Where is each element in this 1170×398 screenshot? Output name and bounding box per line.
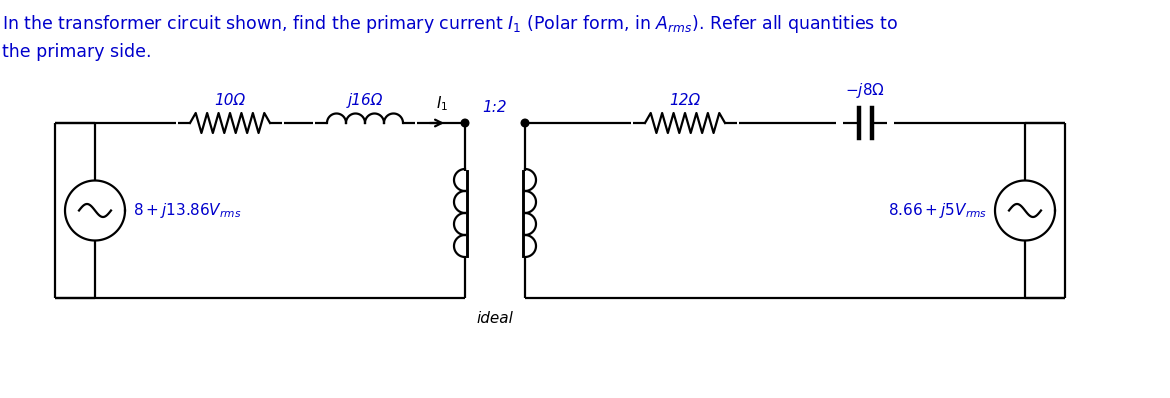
Text: j16Ω: j16Ω: [347, 93, 383, 108]
Circle shape: [521, 119, 529, 127]
Text: the primary side.: the primary side.: [2, 43, 151, 61]
Circle shape: [461, 119, 469, 127]
Text: $8 + j13.86V_{rms}$: $8 + j13.86V_{rms}$: [133, 201, 241, 220]
Text: ideal: ideal: [476, 311, 514, 326]
Text: 12Ω: 12Ω: [669, 93, 701, 108]
Text: $-j8Ω$: $-j8Ω$: [845, 81, 885, 100]
Text: 10Ω: 10Ω: [214, 93, 246, 108]
Text: $8.66 + j5V_{rms}$: $8.66 + j5V_{rms}$: [888, 201, 987, 220]
Text: In the transformer circuit shown, find the primary current $I_1$ (Polar form, in: In the transformer circuit shown, find t…: [2, 13, 899, 35]
Text: 1:2: 1:2: [483, 100, 508, 115]
Text: $I_1$: $I_1$: [436, 94, 448, 113]
